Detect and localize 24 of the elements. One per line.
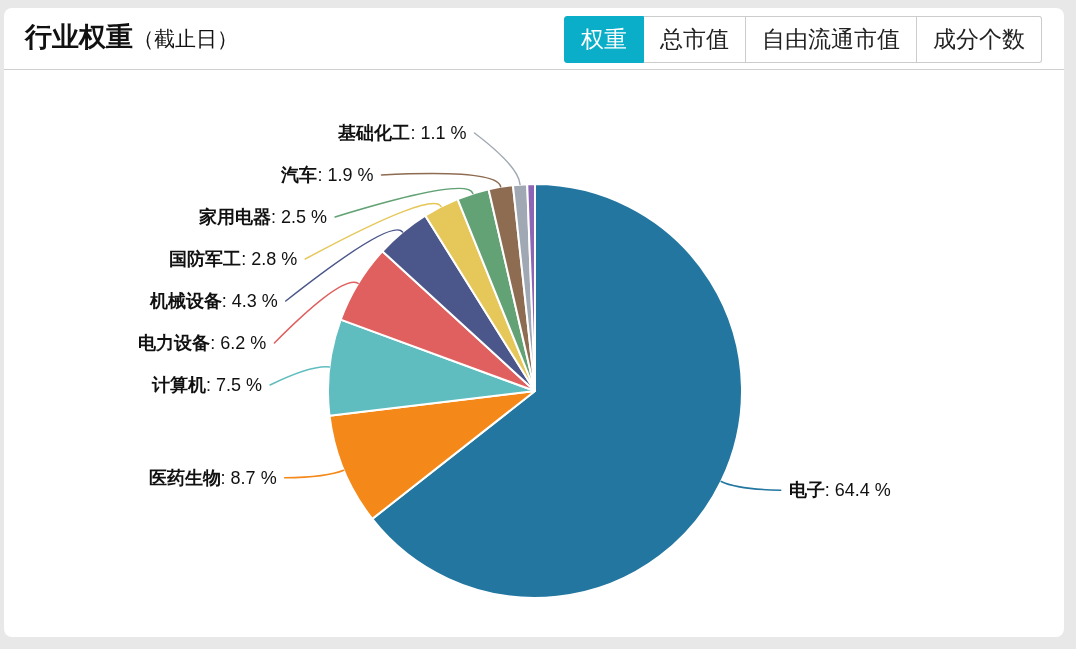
slice-label: 基础化工 [337, 123, 411, 143]
slice-label: 国防军工 [169, 249, 242, 269]
text: 权重 [564, 16, 644, 63]
data-label: : 7.5 % [206, 375, 263, 395]
slice-label: 机械设备 [148, 291, 222, 311]
data-label: : 2.8 % [241, 249, 298, 269]
slice-label: 电子 [788, 480, 825, 501]
slice-label: 医药生物 [148, 467, 221, 488]
data-label: : 2.5 % [271, 207, 328, 227]
text: 总市值 [644, 16, 746, 63]
data-label: : 1.9 % [317, 165, 374, 185]
slice-label: 汽车 [280, 165, 318, 185]
chart-subtitle: （截止日） [133, 27, 238, 50]
data-label: : 4.3 % [221, 291, 278, 311]
slice-label: 电力设备 [138, 333, 211, 353]
text: 自由流通市值 [746, 16, 917, 63]
slice-label: 家用电器 [198, 207, 272, 227]
data-label: : 6.2 % [210, 333, 267, 353]
chart-title: 行业权重 [25, 22, 133, 52]
data-label: : 64.4 % [824, 480, 891, 501]
data-label: : 8.7 % [220, 467, 277, 488]
slice-label: 计算机 [151, 375, 207, 395]
data-label: : 1.1 % [410, 123, 467, 143]
text: 成分个数 [917, 16, 1042, 63]
